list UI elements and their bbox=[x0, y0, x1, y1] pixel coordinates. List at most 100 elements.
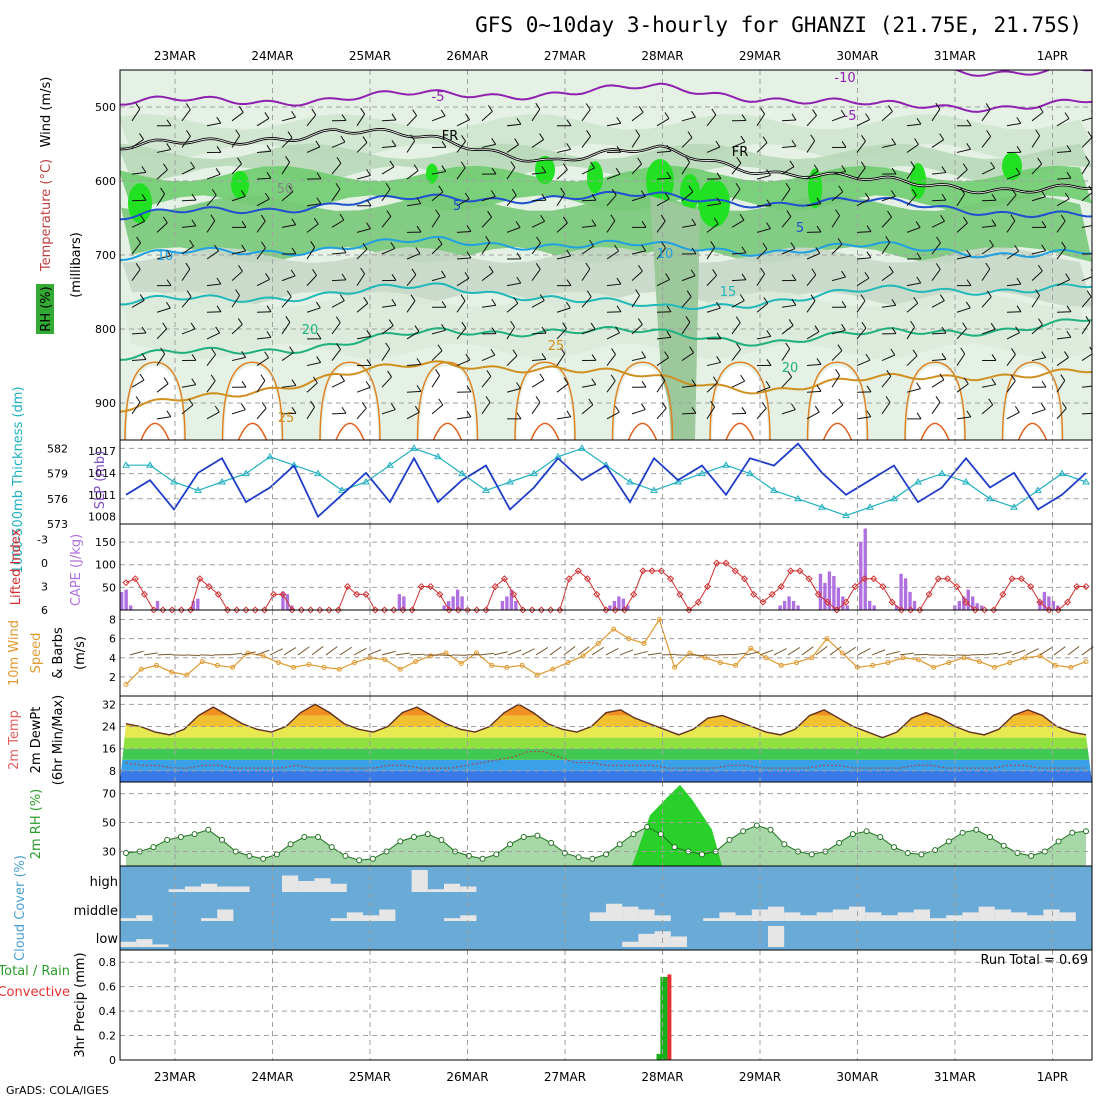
li-marker bbox=[777, 583, 785, 591]
wind-barb bbox=[256, 247, 266, 260]
wind-barb-flag bbox=[986, 290, 992, 298]
surface-wind-barb bbox=[983, 652, 998, 656]
temp-band bbox=[120, 748, 1092, 760]
wind-barb-flag bbox=[835, 369, 841, 376]
wind-barb bbox=[956, 416, 971, 420]
wind-barb bbox=[406, 170, 419, 180]
wind-barb-flag bbox=[1016, 277, 1022, 285]
wind-barb bbox=[531, 379, 545, 388]
wind-barb-flag bbox=[163, 377, 169, 384]
wind-barb-flag bbox=[491, 298, 497, 306]
wind-barb-flag bbox=[264, 351, 270, 359]
wind-speed-marker bbox=[763, 655, 769, 661]
surface-wind-barb bbox=[619, 649, 634, 656]
wind-barb bbox=[331, 412, 347, 415]
wind-barb bbox=[931, 402, 941, 415]
wind-speed-marker bbox=[672, 664, 678, 670]
cape-bar bbox=[281, 591, 285, 610]
wind-barb-flag bbox=[841, 270, 846, 278]
contour-label: 20 bbox=[782, 361, 799, 376]
wind-barb-flag bbox=[816, 225, 822, 233]
rh-marker bbox=[342, 852, 349, 859]
surface-wind-barb bbox=[605, 647, 619, 656]
wind-barb bbox=[656, 311, 672, 313]
wind-barb-flag bbox=[339, 294, 345, 301]
isotherm-25-bubble bbox=[709, 361, 771, 441]
wind-barb-flag bbox=[685, 156, 691, 163]
wind-barb-flag bbox=[216, 305, 222, 313]
surface-wind-barb bbox=[787, 647, 801, 656]
wind-tick: 8 bbox=[109, 614, 116, 627]
wind-barb bbox=[456, 327, 467, 340]
wind-barb bbox=[181, 245, 194, 255]
isotherm-30-bubble bbox=[822, 422, 853, 441]
wind-barb bbox=[981, 225, 996, 228]
surface-wind-barb bbox=[283, 647, 297, 656]
cape-li-frame bbox=[119, 523, 1093, 611]
thickness-marker bbox=[578, 444, 586, 451]
rh-marker bbox=[397, 838, 404, 845]
wind-barb-flag bbox=[539, 133, 544, 140]
wind-barb bbox=[556, 193, 565, 206]
wind-barb-flag bbox=[411, 268, 417, 276]
wind-barb-flag bbox=[310, 400, 315, 408]
surface-heating-bubble bbox=[712, 366, 768, 440]
surface-wind-barb bbox=[577, 646, 590, 656]
surface-wind-barb bbox=[661, 653, 677, 656]
wind-barb-flag bbox=[860, 294, 866, 302]
wind-speed-marker bbox=[123, 682, 129, 688]
wind-barb-flag bbox=[985, 262, 991, 270]
wind-barb bbox=[1081, 296, 1092, 308]
wind-barb-flag bbox=[716, 332, 722, 340]
wind-barb-flag bbox=[637, 264, 643, 272]
wind-barb-flag bbox=[715, 301, 721, 309]
wind-barb-flag bbox=[741, 407, 747, 414]
wind-barb-flag bbox=[710, 241, 716, 248]
wind-barb-flag bbox=[1091, 247, 1092, 249]
surface-wind-barb bbox=[549, 646, 562, 656]
wind-barb-flag bbox=[412, 109, 418, 116]
thickness-marker bbox=[842, 511, 850, 519]
wind-barb-flag bbox=[341, 407, 347, 414]
wind-barb bbox=[431, 375, 441, 388]
wind-barb-flag bbox=[666, 305, 672, 313]
rh-marker bbox=[301, 834, 308, 841]
cloud-bar-middle bbox=[703, 918, 720, 921]
li-marker bbox=[260, 606, 268, 614]
wind-barb bbox=[506, 326, 516, 340]
wind-barb-flag bbox=[585, 103, 591, 110]
li-marker bbox=[436, 590, 444, 598]
contour-label: 50 bbox=[277, 182, 294, 197]
wind-barb bbox=[931, 300, 945, 308]
wind-barb bbox=[381, 166, 395, 175]
wind-barb-flag bbox=[763, 297, 769, 304]
li-marker bbox=[242, 606, 250, 614]
surface-wind-barb bbox=[1011, 649, 1026, 656]
wind-barb-flag bbox=[666, 171, 672, 179]
pressure-tick: 600 bbox=[95, 175, 116, 188]
temp-tick: 16 bbox=[102, 743, 116, 756]
wind-barb bbox=[906, 282, 921, 287]
rh-marker bbox=[1069, 829, 1076, 836]
cloud-bar-middle bbox=[946, 915, 963, 921]
surface-wind-barb bbox=[297, 646, 310, 656]
wind-barb bbox=[931, 242, 941, 255]
wind-barb-flag bbox=[890, 190, 896, 197]
wind-barb bbox=[706, 114, 717, 127]
wind-barb-flag bbox=[287, 131, 293, 138]
wind-barb bbox=[881, 216, 892, 228]
wind-barb bbox=[381, 119, 397, 122]
wind-barb-flag bbox=[762, 242, 768, 250]
cloud-bar-middle bbox=[962, 912, 979, 921]
thickness-marker bbox=[914, 478, 922, 485]
rh-marker bbox=[520, 834, 527, 841]
wind-barb bbox=[556, 383, 569, 393]
top-date-label: 31MAR bbox=[934, 49, 976, 63]
temp-band bbox=[120, 770, 1092, 782]
wind-barb bbox=[481, 402, 491, 415]
wind-barb bbox=[631, 324, 643, 335]
wind-barb bbox=[456, 231, 472, 233]
wind-barb-flag bbox=[935, 102, 941, 110]
wind-barb bbox=[806, 331, 820, 340]
wind-barb bbox=[181, 225, 196, 228]
